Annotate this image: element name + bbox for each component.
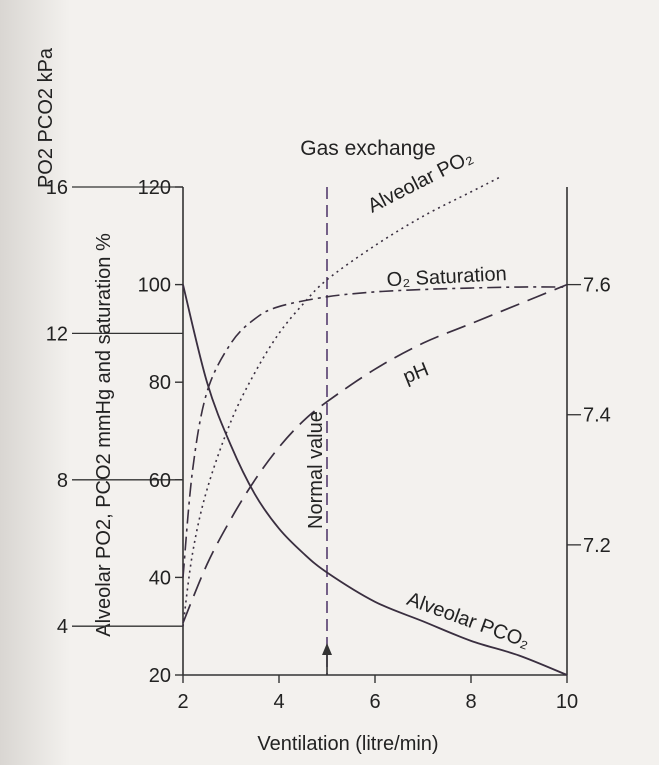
tick-labels: 2 4 6 8 10 20 40 60 80 100 120 4 8 12 16 7.2 7.4 7.6 bbox=[46, 177, 611, 713]
kpa-tick-label: 12 bbox=[46, 323, 68, 345]
x-tick-label: 4 bbox=[273, 691, 284, 713]
ph-tick-label: 7.4 bbox=[583, 405, 611, 427]
kpa-tick-label: 16 bbox=[46, 177, 68, 199]
curves bbox=[182, 176, 568, 676]
y-tick-label: 20 bbox=[149, 665, 171, 687]
y-tick-label: 120 bbox=[138, 177, 171, 199]
y-tick-label: 40 bbox=[149, 567, 171, 589]
normal-value-label: Normal value bbox=[305, 411, 327, 529]
y-tick-label: 80 bbox=[149, 372, 171, 394]
kpa-tick-label: 8 bbox=[57, 470, 68, 492]
alveolar-pco2-curve bbox=[182, 284, 568, 676]
ph-tick-label: 7.2 bbox=[583, 535, 611, 557]
y-tick-label: 60 bbox=[149, 470, 171, 492]
y-axis-label: Alveolar PO2, PCO2 mmHg and saturation % bbox=[93, 233, 115, 637]
y-tick-label: 100 bbox=[138, 275, 171, 297]
x-tick-label: 6 bbox=[369, 691, 380, 713]
page-edge-shading bbox=[0, 0, 70, 765]
x-tick-label: 8 bbox=[465, 691, 476, 713]
ph-tick-label: 7.6 bbox=[583, 275, 611, 297]
ph-label: pH bbox=[400, 358, 432, 388]
ph-curve bbox=[182, 283, 568, 624]
x-axis-label: Ventilation (litre/min) bbox=[257, 733, 438, 755]
normal-value-arrow-icon bbox=[322, 643, 332, 655]
alveolar-po2-curve bbox=[182, 176, 501, 627]
kpa-tick-label: 4 bbox=[57, 616, 68, 638]
x-tick-label: 10 bbox=[556, 691, 578, 713]
kpa-axis-label: PO2 PCO2 kPa bbox=[35, 47, 57, 188]
axes bbox=[72, 186, 581, 683]
x-tick-label: 2 bbox=[177, 691, 188, 713]
o2-saturation-curve bbox=[182, 286, 568, 578]
chart-title: Gas exchange bbox=[300, 137, 435, 160]
